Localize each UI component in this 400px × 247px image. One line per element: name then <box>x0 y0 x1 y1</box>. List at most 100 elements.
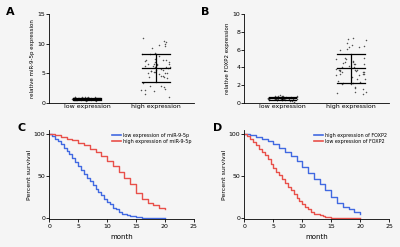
Point <box>72 95 78 99</box>
Point <box>163 76 170 80</box>
Point <box>152 60 158 64</box>
Point <box>342 60 348 64</box>
Point <box>291 100 297 104</box>
Point <box>81 95 88 99</box>
Point <box>275 97 281 101</box>
Point <box>92 96 98 100</box>
Point <box>280 97 286 101</box>
Point <box>166 62 172 66</box>
Point <box>333 91 340 95</box>
Point <box>274 98 280 102</box>
Point <box>266 96 272 100</box>
Point <box>84 96 91 100</box>
Y-axis label: Percent survival: Percent survival <box>222 150 227 200</box>
Point <box>160 68 166 72</box>
Point <box>74 98 80 102</box>
Point <box>152 70 158 74</box>
Point <box>265 96 272 100</box>
Point <box>142 88 148 92</box>
Point <box>156 72 162 76</box>
Point <box>92 95 98 99</box>
Point <box>93 96 100 100</box>
Point <box>350 60 356 63</box>
Point <box>342 56 348 60</box>
Point <box>278 96 284 100</box>
Point <box>336 68 342 72</box>
Point <box>361 56 367 60</box>
Point <box>350 81 356 85</box>
Point <box>289 99 296 103</box>
Point <box>88 98 94 102</box>
Point <box>339 65 345 69</box>
Point <box>158 74 164 78</box>
Point <box>351 65 358 69</box>
Point <box>282 96 288 100</box>
Legend: high expression of FOXP2, low expression of FOXP2: high expression of FOXP2, low expression… <box>314 133 387 144</box>
Point <box>274 95 281 99</box>
Point <box>274 98 280 102</box>
Point <box>288 95 294 99</box>
Point <box>282 95 289 99</box>
Point <box>93 99 100 103</box>
Point <box>84 96 90 100</box>
Point <box>154 62 160 66</box>
Point <box>339 70 346 74</box>
Point <box>360 72 366 76</box>
Point <box>265 97 272 101</box>
Point <box>356 73 362 77</box>
Point <box>162 44 168 48</box>
Point <box>91 97 97 101</box>
Point <box>266 96 273 100</box>
Point <box>152 58 158 62</box>
Y-axis label: relative miR-9-5p expression: relative miR-9-5p expression <box>30 19 34 98</box>
Point <box>163 65 170 69</box>
Point <box>96 97 102 101</box>
Point <box>348 75 355 79</box>
Point <box>345 37 352 41</box>
Point <box>339 82 345 86</box>
Point <box>280 94 286 98</box>
Point <box>95 97 101 101</box>
Point <box>80 96 86 100</box>
Point <box>291 96 297 100</box>
Point <box>96 96 102 100</box>
Point <box>288 96 294 100</box>
Point <box>159 58 166 62</box>
Point <box>162 58 169 62</box>
Point <box>143 58 149 62</box>
Point <box>272 94 278 98</box>
Point <box>350 60 357 64</box>
Point <box>274 94 281 98</box>
Point <box>277 97 284 101</box>
Point <box>154 63 160 67</box>
Point <box>161 75 167 79</box>
Point <box>354 77 360 81</box>
Point <box>279 98 286 102</box>
Point <box>273 97 280 101</box>
Point <box>340 81 346 85</box>
Point <box>340 61 346 64</box>
Point <box>69 97 75 101</box>
Point <box>82 99 88 103</box>
Point <box>282 96 288 100</box>
Point <box>361 44 368 48</box>
Point <box>337 72 344 76</box>
Point <box>354 68 360 72</box>
Point <box>142 59 148 63</box>
Point <box>294 97 300 101</box>
Text: B: B <box>201 7 210 17</box>
X-axis label: month: month <box>110 234 133 240</box>
Point <box>139 36 146 40</box>
Point <box>278 94 285 98</box>
Point <box>150 70 157 74</box>
Point <box>88 97 94 101</box>
Point <box>361 70 367 74</box>
Point <box>86 96 92 100</box>
Point <box>271 98 278 102</box>
Point <box>337 68 343 72</box>
Point <box>283 96 290 100</box>
Point <box>353 69 360 73</box>
Point <box>96 97 102 101</box>
Point <box>282 96 288 100</box>
Point <box>158 67 164 71</box>
